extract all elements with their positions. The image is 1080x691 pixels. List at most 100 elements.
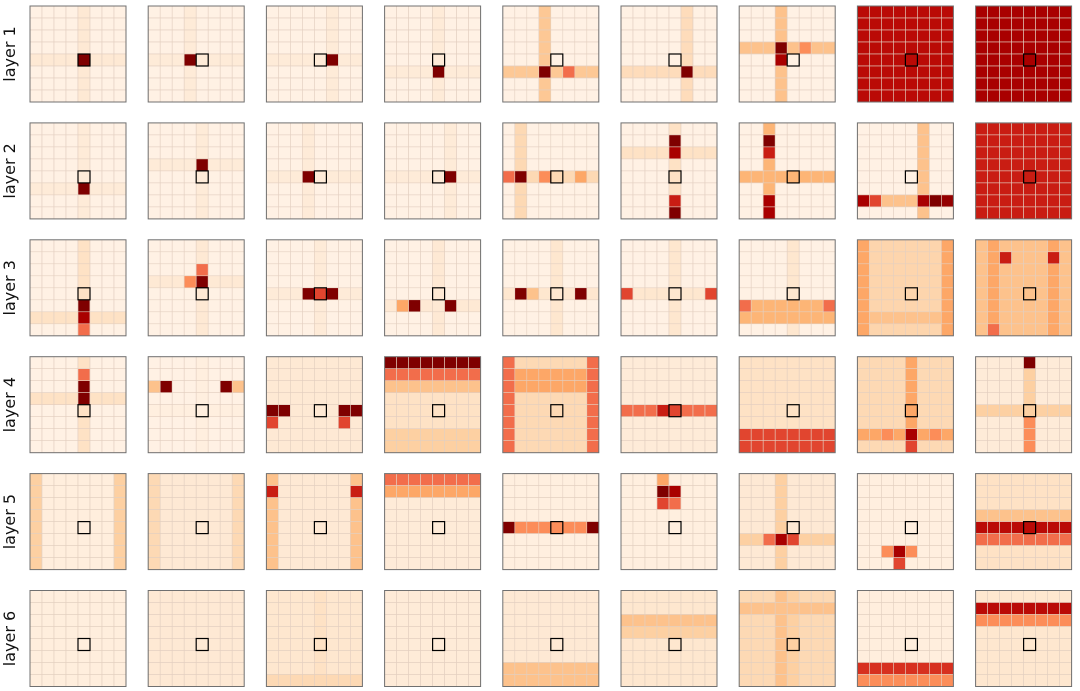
heatmap-cell <box>514 122 528 136</box>
heatmap-cell <box>219 299 233 313</box>
heatmap-cell <box>171 239 185 253</box>
heatmap-cell <box>562 299 576 313</box>
heatmap-cell <box>929 275 942 289</box>
heatmap-cell <box>171 662 185 675</box>
heatmap-cell <box>326 17 339 31</box>
query-cell-marker <box>786 287 800 301</box>
heatmap-cell <box>89 53 103 67</box>
heatmap-cell <box>1023 275 1036 289</box>
heatmap-cell <box>869 485 882 498</box>
heatmap-cell <box>538 602 552 615</box>
heatmap-cell <box>656 29 670 43</box>
heatmap-cell <box>1035 89 1048 103</box>
heatmap-cell <box>857 602 870 615</box>
heatmap-cell <box>420 674 433 687</box>
heatmap-cell <box>562 626 576 639</box>
heatmap-cell <box>502 29 516 43</box>
heatmap-cell <box>680 416 694 430</box>
heatmap-cell <box>101 650 115 663</box>
heatmap-cell <box>314 182 327 196</box>
heatmap-cell <box>65 626 79 639</box>
heatmap-cell <box>302 473 315 486</box>
heatmap-cell <box>810 206 824 220</box>
heatmap-cell <box>869 638 882 651</box>
heatmap-cell <box>278 29 291 43</box>
heatmap-cell <box>326 122 339 136</box>
heatmap-cell <box>999 170 1012 184</box>
heatmap-cell <box>774 158 788 172</box>
heatmap-cell <box>526 590 540 603</box>
heatmap-cell <box>314 146 327 160</box>
heatmap-cell <box>231 662 245 675</box>
heatmap-cell <box>41 602 55 615</box>
heatmap-cell <box>314 158 327 172</box>
heatmap-cell <box>195 65 209 79</box>
heatmap-panel <box>29 5 127 103</box>
heatmap-cell <box>905 251 918 265</box>
heatmap-cell <box>514 29 528 43</box>
heatmap-cell <box>338 170 351 184</box>
heatmap-cell <box>408 368 421 382</box>
heatmap-panel <box>384 239 482 337</box>
heatmap-cell <box>1059 590 1072 603</box>
heatmap-cell <box>350 17 363 31</box>
heatmap-cell <box>1011 614 1024 627</box>
heatmap-cell <box>53 545 67 558</box>
heatmap-cell <box>941 557 954 570</box>
heatmap-cell <box>704 392 718 406</box>
heatmap-cell <box>29 170 43 184</box>
heatmap-cell <box>147 53 161 67</box>
heatmap-cell <box>514 65 528 79</box>
heatmap-cell <box>632 590 646 603</box>
heatmap-cell <box>278 122 291 136</box>
heatmap-cell <box>195 29 209 43</box>
heatmap-cell <box>1035 29 1048 43</box>
heatmap-cell <box>1035 533 1048 546</box>
heatmap-cell <box>893 380 906 394</box>
heatmap-cell <box>266 287 279 301</box>
heatmap-cell <box>432 158 445 172</box>
heatmap-cell <box>822 41 836 55</box>
heatmap-cell <box>987 158 1000 172</box>
heatmap-cell <box>893 521 906 534</box>
heatmap-cell <box>195 206 209 220</box>
heatmap-cell <box>396 380 409 394</box>
panel-frame <box>620 5 718 103</box>
heatmap-cell <box>101 638 115 651</box>
heatmap-cell <box>408 251 421 265</box>
heatmap-cell <box>941 485 954 498</box>
heatmap-cell <box>798 275 812 289</box>
heatmap-cell <box>810 323 824 337</box>
heatmap-cell <box>692 170 706 184</box>
heatmap-cell <box>526 170 540 184</box>
heatmap-cell <box>302 416 315 430</box>
heatmap-cell <box>620 368 634 382</box>
heatmap-cell <box>975 545 988 558</box>
heatmap-cell <box>101 5 115 19</box>
heatmap-cell <box>941 122 954 136</box>
heatmap-cell <box>857 416 870 430</box>
heatmap-cell <box>680 275 694 289</box>
heatmap-cell <box>444 182 457 196</box>
heatmap-cell <box>762 392 776 406</box>
heatmap-cell <box>680 557 694 570</box>
heatmap-cell <box>89 311 103 325</box>
heatmap-cell <box>798 158 812 172</box>
heatmap-cell <box>1011 170 1024 184</box>
heatmap-cell <box>338 89 351 103</box>
heatmap-cell <box>917 638 930 651</box>
heatmap-cell <box>159 29 173 43</box>
heatmap-cell <box>644 275 658 289</box>
heatmap-cell <box>1035 275 1048 289</box>
heatmap-cell <box>975 122 988 136</box>
heatmap-cell <box>917 509 930 522</box>
query-cell-marker <box>904 637 919 652</box>
heatmap-cell <box>183 521 197 534</box>
heatmap-cell <box>574 428 588 442</box>
heatmap-cell <box>774 5 788 19</box>
heatmap-cell <box>396 392 409 406</box>
heatmap-cell <box>550 356 564 370</box>
heatmap-cell <box>159 17 173 31</box>
heatmap-cell <box>314 41 327 55</box>
